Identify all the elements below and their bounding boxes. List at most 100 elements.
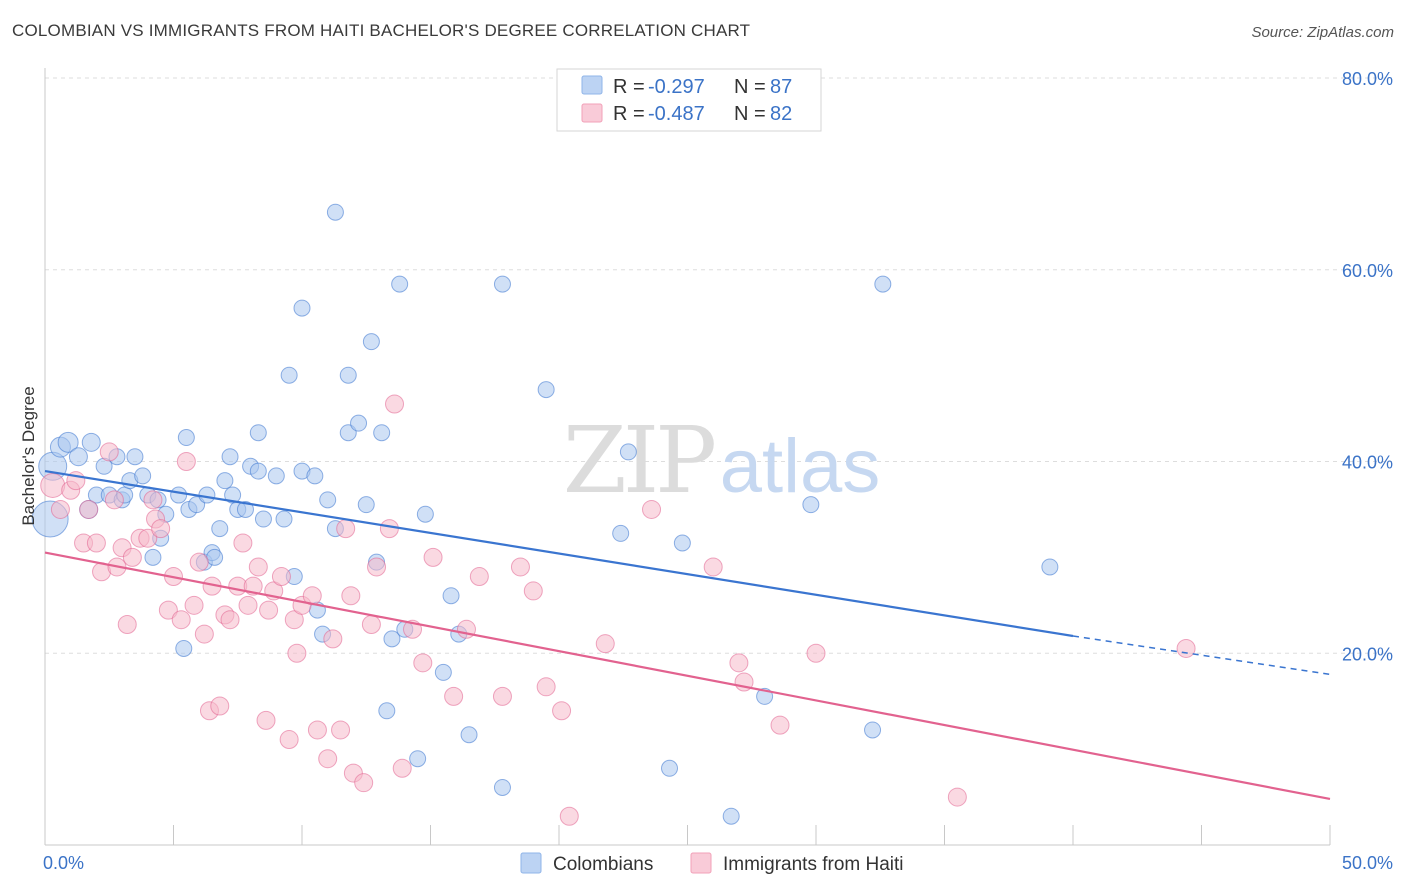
colombians-point-58 <box>373 424 391 442</box>
haiti-point-39 <box>271 567 291 587</box>
colombians-point-41 <box>275 510 293 528</box>
bottom-legend-label-haiti: Immigrants from Haiti <box>723 854 904 875</box>
colombians-point-80 <box>874 275 892 293</box>
colombians-point-29 <box>206 548 224 566</box>
x-tick-labels: 0.0% 50.0% <box>43 853 1393 873</box>
haiti-point-23 <box>184 595 204 615</box>
colombians-point-5 <box>81 432 101 452</box>
haiti-point-37 <box>259 600 279 620</box>
haiti-point-47 <box>323 629 343 649</box>
colombians-point-66 <box>442 587 460 605</box>
colombians-point-64 <box>416 505 434 523</box>
colombians-point-42 <box>280 366 298 384</box>
haiti-point-75 <box>770 715 790 735</box>
legend-r-value-2: -0.487 <box>648 103 705 125</box>
haiti-point-76 <box>806 643 826 663</box>
haiti-point-24 <box>189 552 209 572</box>
colombians-point-49 <box>319 491 337 509</box>
haiti-point-66 <box>523 581 543 601</box>
colombians-point-50 <box>326 203 344 221</box>
haiti-point-33 <box>238 595 258 615</box>
haiti-point-61 <box>444 686 464 706</box>
haiti-point-68 <box>552 701 572 721</box>
bottom-legend-swatch-colombians <box>520 852 542 874</box>
haiti-point-73 <box>729 653 749 673</box>
haiti-point-30 <box>220 610 240 630</box>
watermark-atlas: atlas <box>720 424 881 509</box>
haiti-point-8 <box>99 442 119 462</box>
haiti-point-48 <box>331 720 351 740</box>
haiti-point-28 <box>210 696 230 716</box>
colombians-point-69 <box>493 778 511 796</box>
haiti-point-64 <box>492 686 512 706</box>
legend-r-value-1: -0.297 <box>648 76 705 98</box>
legend: R = -0.297 N = 87 R = -0.487 N = 82 <box>556 68 822 132</box>
haiti-point-5 <box>79 499 99 519</box>
haiti-point-16 <box>143 490 163 510</box>
haiti-point-36 <box>256 710 276 730</box>
colombians-point-72 <box>612 524 630 542</box>
y-tick-label-0: 20.0% <box>1342 644 1393 664</box>
colombians-point-78 <box>802 496 820 514</box>
haiti-point-67 <box>536 677 556 697</box>
colombians-point-3 <box>57 431 79 453</box>
colombians-point-40 <box>267 467 285 485</box>
legend-n-value-2: 82 <box>770 103 792 125</box>
haiti-point-0 <box>40 472 66 498</box>
haiti-point-25 <box>194 624 214 644</box>
bottom-legend: Colombians Immigrants from Haiti <box>520 852 904 875</box>
colombians-point-15 <box>134 467 152 485</box>
y-tick-label-1: 40.0% <box>1342 453 1393 473</box>
legend-n-label-2: N = <box>734 103 766 125</box>
legend-r-label-1: R = <box>613 76 645 98</box>
haiti-point-18 <box>151 519 171 539</box>
haiti-point-55 <box>379 519 399 539</box>
x-tick-label-1: 50.0% <box>1342 853 1393 873</box>
haiti-point-12 <box>117 614 137 634</box>
colombians-point-44 <box>293 299 311 317</box>
colombians-point-30 <box>211 520 229 538</box>
haiti-point-42 <box>287 643 307 663</box>
colombians-point-70 <box>493 275 511 293</box>
haiti-point-59 <box>413 653 433 673</box>
haiti-point-9 <box>104 490 124 510</box>
haiti-point-15 <box>138 528 158 548</box>
colombians-point-63 <box>409 750 427 768</box>
colombians-point-46 <box>306 467 324 485</box>
colombians-point-65 <box>434 663 452 681</box>
colombians-point-23 <box>177 429 195 447</box>
haiti-point-57 <box>392 758 412 778</box>
haiti-point-72 <box>703 557 723 577</box>
gridlines <box>45 77 1392 654</box>
haiti-point-65 <box>510 557 530 577</box>
colombians-point-56 <box>362 333 380 351</box>
colombians-point-59 <box>378 702 396 720</box>
colombians-point-54 <box>350 414 368 432</box>
haiti-point-13 <box>122 547 142 567</box>
haiti-point-22 <box>176 452 196 471</box>
legend-swatch-colombians <box>581 75 603 95</box>
colombians-point-22 <box>175 639 193 657</box>
haiti-point-71 <box>642 499 662 519</box>
haiti-point-50 <box>341 586 361 606</box>
haiti-point-6 <box>86 533 106 553</box>
colombians-point-35 <box>236 500 254 518</box>
y-tick-label-2: 60.0% <box>1342 261 1393 281</box>
colombians-point-60 <box>383 630 401 648</box>
bottom-legend-label-colombians: Colombians <box>553 854 653 875</box>
colombians-point-32 <box>221 448 239 466</box>
haiti-point-32 <box>233 533 253 553</box>
colombians-point-74 <box>661 759 679 777</box>
colombians-point-31 <box>216 472 234 490</box>
colombians-point-17 <box>144 548 162 566</box>
y-axis-title: Bachelor's Degree <box>19 386 38 525</box>
colombians-point-79 <box>864 721 882 739</box>
colombians-point-14 <box>126 448 144 466</box>
trend-line-colombians-extension <box>1072 635 1331 676</box>
legend-r-label-2: R = <box>613 103 645 125</box>
haiti-point-1 <box>50 499 70 519</box>
haiti-point-77 <box>947 787 967 807</box>
haiti-point-35 <box>248 557 268 577</box>
x-tick-label-0: 0.0% <box>43 853 84 873</box>
legend-n-label-1: N = <box>734 76 766 98</box>
